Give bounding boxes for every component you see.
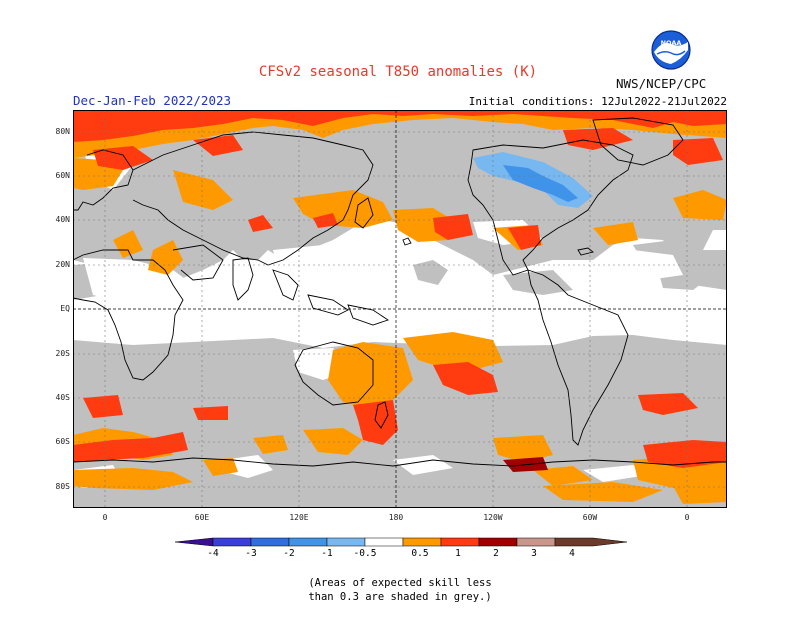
anomaly-positive-1-2 bbox=[73, 110, 727, 468]
colorbar-swatch-neutral bbox=[364, 537, 404, 547]
colorbar-swatch-p2-p3 bbox=[478, 537, 518, 547]
colorbar-label: -4 bbox=[207, 548, 219, 559]
colorbar-label: -0.5 bbox=[353, 548, 377, 559]
agency-label: NWS/NCEP/CPC bbox=[616, 76, 707, 91]
colorbar-label: -1 bbox=[321, 548, 333, 559]
colorbar-swatch-above-p4 bbox=[554, 537, 627, 547]
colorbar-swatch-m2-m1 bbox=[288, 537, 328, 547]
colorbar-swatch-m1-m05 bbox=[326, 537, 366, 547]
lat-label: 20N bbox=[55, 260, 70, 269]
lat-label: 60S bbox=[55, 437, 70, 446]
colorbar-label: -2 bbox=[283, 548, 295, 559]
skill-note-line-1: (Areas of expected skill less bbox=[308, 577, 492, 589]
noaa-logo: NOAA bbox=[651, 30, 691, 70]
lon-label: 60E bbox=[194, 513, 210, 522]
graticule bbox=[73, 110, 727, 508]
lat-label: 80N bbox=[55, 127, 70, 136]
lat-label: 60N bbox=[55, 171, 70, 180]
lon-label: 120W bbox=[483, 513, 503, 522]
skill-note-line-2: than 0.3 are shaded in grey.) bbox=[308, 591, 492, 603]
lon-label: 120E bbox=[289, 513, 309, 522]
colorbar-label: 4 bbox=[569, 548, 575, 559]
coastlines bbox=[73, 117, 727, 467]
colorbar-swatch-m3-m2 bbox=[250, 537, 290, 547]
colorbar-label: 1 bbox=[455, 548, 461, 559]
lon-label: 180 bbox=[388, 513, 404, 522]
lat-label: 20S bbox=[55, 349, 70, 358]
colorbar-swatch-p05-p1 bbox=[402, 537, 442, 547]
colorbar-swatch-p3-p4 bbox=[516, 537, 556, 547]
anomaly-map bbox=[73, 110, 727, 508]
season-label: Dec-Jan-Feb 2022/2023 bbox=[73, 93, 232, 108]
initial-conditions-label: Initial conditions: 12Jul2022-21Jul2022 bbox=[468, 95, 727, 108]
lon-label: 0 bbox=[684, 513, 690, 522]
lat-label: 80S bbox=[55, 482, 70, 491]
skill-note: (Areas of expected skill less than 0.3 a… bbox=[0, 576, 800, 604]
svg-text:NOAA: NOAA bbox=[661, 39, 682, 47]
colorbar-swatch-p1-p2 bbox=[440, 537, 480, 547]
colorbar-label: 2 bbox=[493, 548, 499, 559]
anomaly-negative bbox=[473, 152, 645, 388]
colorbar-label: 3 bbox=[531, 548, 537, 559]
colorbar-swatch-m4-m3 bbox=[212, 537, 252, 547]
color-scale-bar bbox=[175, 537, 627, 547]
lat-label: EQ bbox=[60, 304, 70, 313]
lat-label: 40S bbox=[55, 393, 70, 402]
lon-label: 0 bbox=[102, 513, 108, 522]
colorbar-label: 0.5 bbox=[411, 548, 429, 559]
lon-label: 60W bbox=[582, 513, 598, 522]
lat-label: 40N bbox=[55, 215, 70, 224]
colorbar-swatch-below-m4 bbox=[175, 537, 214, 547]
colorbar-label: -3 bbox=[245, 548, 257, 559]
equator-and-dateline bbox=[73, 110, 727, 508]
map-title: CFSv2 seasonal T850 anomalies (K) bbox=[258, 64, 538, 80]
